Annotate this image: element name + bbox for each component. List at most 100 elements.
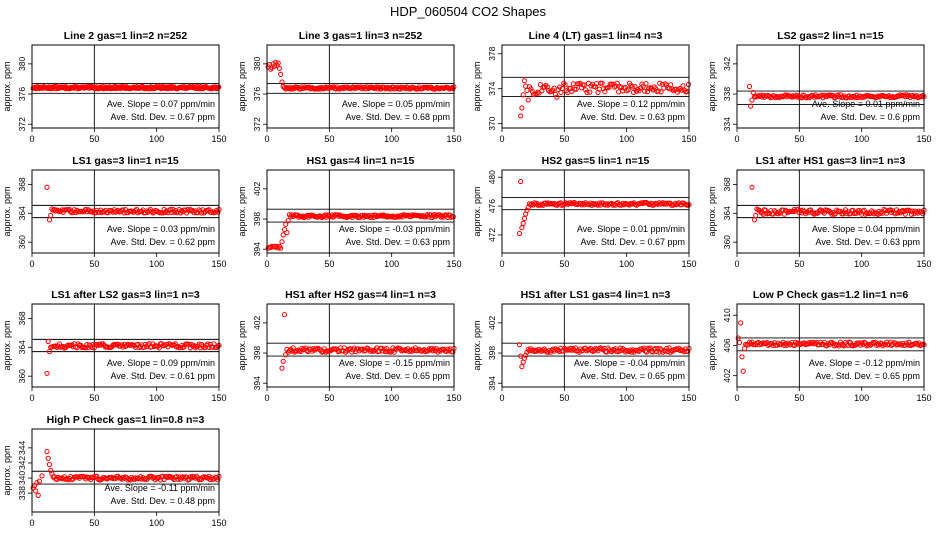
data-point [75,341,81,347]
x-tick-label: 100 [149,393,164,403]
y-tick-label: 378 [487,46,497,60]
y-tick-label: 360 [17,235,27,249]
data-point [746,83,753,90]
data-point [745,342,751,348]
figure-title: HDP_060504 CO2 Shapes [390,4,547,19]
data-point [559,86,565,92]
data-point [537,82,544,88]
data-point [643,81,649,87]
x-tick-label: 100 [384,259,399,269]
data-point [553,346,559,352]
y-tick-label: 368 [17,311,27,325]
chart-panel: Line 4 (LT) gas=1 lin=4 n=3 approx. ppm 0 5… [472,30,697,144]
y-axis-label: approx. ppm [472,320,482,370]
data-point [278,245,284,251]
x-tick-label: 50 [794,134,804,144]
slope-annotation: Ave. Slope = 0.01 ppm/min [812,99,920,109]
x-tick-label: 150 [446,259,461,269]
data-point [660,349,666,355]
data-point [753,212,759,219]
y-tick-label: 380 [17,57,27,71]
data-point [635,86,641,93]
data-point [584,348,590,354]
data-point [450,214,456,220]
data-point [167,206,173,212]
chart-panel: Line 3 gas=1 lin=3 n=252 approx. ppm 0 50 10… [237,30,462,144]
data-point [606,84,612,90]
data-point [46,217,53,223]
x-tick-label: 50 [324,134,334,144]
data-point [283,221,289,227]
slope-annotation: Ave. Slope = -0.15 ppm/min [339,358,450,368]
y-tick-label: 402 [252,182,262,196]
y-tick-label: 344 [17,441,27,455]
data-point [401,85,408,91]
data-point [859,211,865,217]
y-tick-label: 380 [252,57,262,71]
data-point [516,230,523,237]
x-tick-label: 100 [854,259,869,269]
chart-panel: LS2 gas=2 lin=1 n=15 approx. ppm 0 50 100 150… [707,30,932,144]
data-point [616,348,622,354]
plot-frame [736,169,925,254]
data-point [910,93,916,99]
data-point [847,340,854,346]
data-point [518,353,524,359]
data-point [280,358,286,364]
x-tick-label: 50 [324,259,334,269]
std-annotation: Ave. Std. Dev. = 0.63 ppm [346,237,450,247]
data-point [657,346,663,352]
data-point [529,88,535,95]
data-point [657,80,663,86]
y-tick-label: 398 [252,346,262,360]
slope-annotation: Ave. Slope = 0.09 ppm/min [107,358,215,368]
plot-frame [501,303,690,388]
plot-frame [501,44,690,129]
data-point [587,89,593,95]
data-point [629,84,635,90]
panel-title: LS1 after LS2 gas=3 lin=1 n=3 [51,289,200,301]
data-point [736,339,743,346]
y-tick-label: 398 [487,346,497,360]
data-point [738,320,744,326]
chart-panel: HS1 after LS1 gas=4 lin=1 n=3 approx. ppm… [472,289,697,403]
data-point [273,59,279,66]
slope-annotation: Ave. Slope = -0.11 ppm/min [105,483,215,493]
data-point [44,370,50,376]
chart-panel: HS2 gas=5 lin=1 n=15 approx. ppm 0 50 100 150… [472,155,697,269]
y-tick-label: 364 [17,206,27,220]
data-point [45,338,51,345]
y-tick-label: 360 [722,235,732,249]
data-point [656,200,662,206]
data-point [275,60,281,66]
slope-annotation: Ave. Slope = 0.03 ppm/min [107,224,215,234]
chart-panel: Low P Check gas=1.2 lin=1 n=6 approx. ppm… [707,289,932,403]
data-point [599,80,605,86]
data-point [279,239,285,245]
y-tick-label: 402 [252,316,262,330]
data-point [561,80,567,86]
y-tick-label: 376 [17,87,27,101]
plot-frame [31,303,220,388]
y-axis-label: approx. ppm [2,61,12,111]
data-point [668,82,674,88]
data-point [170,206,176,213]
data-point [187,207,193,213]
x-tick-label: 150 [211,134,226,144]
x-tick-label: 100 [619,134,634,144]
panel-title: Low P Check gas=1.2 lin=1 n=6 [753,289,908,301]
slope-annotation: Ave. Slope = 0.05 ppm/min [342,99,450,109]
y-tick-label: 368 [17,177,27,191]
data-point [920,92,926,99]
data-point [739,354,745,360]
data-point [284,230,290,236]
plot-frame [266,303,455,388]
x-tick-label: 150 [211,518,226,528]
data-point [632,84,638,90]
panel-title: LS1 after HS1 gas=3 lin=1 n=3 [756,155,906,167]
data-point [215,209,221,215]
data-point [748,103,754,109]
x-tick-label: 150 [681,134,696,144]
data-point [278,71,284,78]
data-point [887,207,893,213]
